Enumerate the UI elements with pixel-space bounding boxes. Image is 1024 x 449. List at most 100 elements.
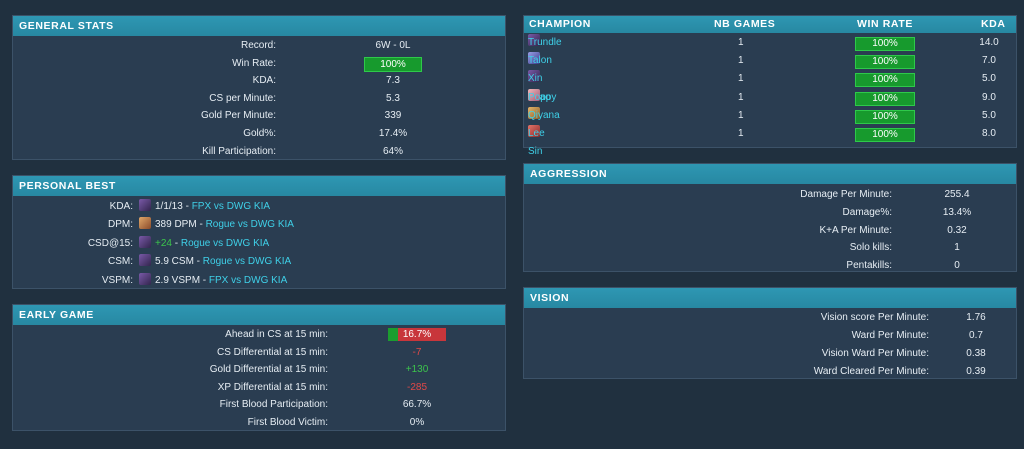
aggr-row: Pentakills: 0 bbox=[524, 257, 1016, 275]
stat-row-winrate: Win Rate: 100% bbox=[13, 55, 505, 73]
best-label: CSM: bbox=[108, 256, 133, 268]
stat-row-gold-pct: Gold%: 17.4% bbox=[13, 125, 505, 143]
aggr-row: K+A Per Minute: 0.32 bbox=[524, 222, 1016, 240]
champion-table-panel: CHAMPION NB GAMES WIN RATE KDA Trundle 1… bbox=[523, 15, 1017, 157]
early-value: -285 bbox=[406, 381, 427, 393]
col-kda[interactable]: KDA bbox=[981, 18, 1006, 30]
stat-row-record: Record: 6W - 0L bbox=[13, 37, 505, 55]
stat-row-kp: Kill Participation: 64% bbox=[13, 143, 505, 161]
early-row-gold-diff: Gold Differential at 15 min: +130 bbox=[13, 361, 505, 379]
early-label: Ahead in CS at 15 min: bbox=[225, 329, 328, 340]
stat-label: Gold Per Minute: bbox=[200, 110, 276, 122]
kda-cell: 9.0 bbox=[982, 91, 996, 103]
stat-value: 6W - 0L bbox=[375, 40, 411, 51]
aggression-panel: AGGRESSION Damage Per Minute: 255.4 Dama… bbox=[523, 163, 1017, 272]
champion-row: Qiyana 1 100% 5.0 bbox=[524, 106, 1016, 125]
stat-value: 64% bbox=[382, 145, 403, 157]
winrate-bar: 100% bbox=[855, 127, 915, 142]
early-label: CS Differential at 15 min: bbox=[217, 346, 328, 358]
match-link[interactable]: FPX vs DWG KIA bbox=[208, 274, 288, 286]
early-label: First Blood Victim: bbox=[247, 416, 328, 428]
winrate-bar: 100% bbox=[855, 91, 915, 106]
ahead-cs-bar-red bbox=[397, 328, 446, 341]
stat-label: Record: bbox=[240, 40, 276, 51]
stat-label: CS per Minute: bbox=[209, 92, 276, 104]
col-win-rate[interactable]: WIN RATE bbox=[857, 18, 913, 30]
champion-link[interactable]: Poppy bbox=[528, 91, 557, 103]
match-link[interactable]: Rogue vs DWG KIA bbox=[202, 256, 292, 268]
vision-label: Vision Ward Per Minute: bbox=[821, 348, 929, 359]
champion-link[interactable]: Trundle bbox=[528, 37, 562, 48]
best-detail: 389 DPM - Rogue vs DWG KIA bbox=[139, 216, 294, 234]
champion-avatar-icon bbox=[139, 254, 151, 267]
best-row-csd15: CSD@15: +24 - Rogue vs DWG KIA bbox=[13, 235, 505, 253]
match-link[interactable]: FPX vs DWG KIA bbox=[191, 201, 271, 212]
aggr-label: Damage%: bbox=[842, 206, 892, 218]
best-label: DPM: bbox=[108, 219, 133, 231]
aggr-label: Pentakills: bbox=[846, 260, 892, 272]
vision-panel: VISION Vision score Per Minute: 1.76 War… bbox=[523, 287, 1017, 379]
vision-label: Ward Per Minute: bbox=[851, 330, 929, 341]
champion-link[interactable]: Lee Sin bbox=[528, 127, 545, 158]
ahead-cs-bar: 16.7% bbox=[388, 328, 446, 341]
early-label: Gold Differential at 15 min: bbox=[209, 364, 328, 376]
general-stats-header: GENERAL STATS bbox=[13, 16, 505, 36]
stat-value: 5.3 bbox=[386, 92, 400, 104]
winrate-bar: 100% bbox=[855, 109, 915, 124]
aggr-label: Damage Per Minute: bbox=[800, 189, 892, 200]
match-link[interactable]: Rogue vs DWG KIA bbox=[180, 237, 270, 249]
best-detail: 5.9 CSM - Rogue vs DWG KIA bbox=[139, 253, 291, 271]
general-stats-panel: GENERAL STATS Record: 6W - 0L Win Rate: … bbox=[12, 15, 506, 160]
champion-avatar-icon bbox=[139, 272, 151, 285]
games-cell: 1 bbox=[738, 91, 744, 103]
aggr-value: 13.4% bbox=[942, 206, 972, 218]
champion-row: Talon 1 100% 7.0 bbox=[524, 52, 1016, 70]
aggr-label: Solo kills: bbox=[849, 242, 892, 254]
aggr-row: Damage Per Minute: 255.4 bbox=[524, 186, 1016, 204]
col-champion[interactable]: CHAMPION bbox=[529, 18, 591, 30]
games-cell: 1 bbox=[738, 55, 744, 67]
vision-label: Vision score Per Minute: bbox=[820, 312, 929, 323]
aggr-row: Damage%: 13.4% bbox=[524, 204, 1016, 222]
champion-row: Trundle 1 100% 14.0 bbox=[524, 34, 1016, 52]
kda-cell: 14.0 bbox=[979, 37, 999, 48]
early-row-xp-diff: XP Differential at 15 min: -285 bbox=[13, 379, 505, 397]
stat-value: 339 bbox=[384, 110, 402, 122]
trundle-avatar-icon bbox=[139, 199, 151, 211]
best-row-vspm: VSPM: 2.9 VSPM - FPX vs DWG KIA bbox=[13, 272, 505, 290]
early-game-panel: EARLY GAME Ahead in CS at 15 min: 16.7% … bbox=[12, 304, 506, 431]
kda-cell: 7.0 bbox=[982, 55, 996, 67]
trundle-icon bbox=[528, 34, 540, 46]
games-cell: 1 bbox=[738, 73, 744, 85]
aggr-value: 255.4 bbox=[944, 189, 970, 200]
stat-row-gold: Gold Per Minute: 339 bbox=[13, 107, 505, 125]
champion-row: Xin Zhao 1 100% 5.0 bbox=[524, 70, 1016, 103]
ahead-cs-bar-green bbox=[388, 328, 398, 341]
winrate-bar: 100% bbox=[364, 56, 422, 72]
early-value: 0% bbox=[409, 416, 425, 428]
match-link[interactable]: Rogue vs DWG KIA bbox=[205, 219, 294, 231]
early-label: XP Differential at 15 min: bbox=[217, 381, 328, 393]
winrate-bar: 100% bbox=[855, 37, 915, 51]
stat-value: 17.4% bbox=[378, 127, 408, 139]
champion-link[interactable]: Qiyana bbox=[528, 109, 560, 121]
personal-best-header: PERSONAL BEST bbox=[13, 176, 505, 196]
stat-value: 7.3 bbox=[386, 75, 400, 87]
kda-cell: 5.0 bbox=[982, 109, 996, 121]
aggr-value: 0.32 bbox=[947, 224, 967, 236]
champion-row: Lee Sin 1 100% 8.0 bbox=[524, 124, 1016, 157]
stat-label: Kill Participation: bbox=[202, 145, 276, 157]
col-nb-games[interactable]: NB GAMES bbox=[714, 18, 776, 30]
champion-link[interactable]: Talon bbox=[528, 55, 552, 67]
talon-icon bbox=[528, 52, 540, 65]
lee-sin-icon bbox=[528, 124, 540, 137]
best-detail: +24 - Rogue vs DWG KIA bbox=[139, 235, 269, 253]
aggr-row: Solo kills: 1 bbox=[524, 239, 1016, 257]
stat-label: Gold%: bbox=[243, 127, 276, 139]
qiyana-icon bbox=[528, 106, 540, 119]
kda-cell: 5.0 bbox=[982, 73, 996, 85]
best-row-kda: KDA: 1/1/13 - FPX vs DWG KIA bbox=[13, 198, 505, 216]
winrate-bar: 100% bbox=[855, 55, 915, 70]
early-row-fb-participation: First Blood Participation: 66.7% bbox=[13, 396, 505, 414]
vision-value: 0.7 bbox=[969, 330, 983, 341]
